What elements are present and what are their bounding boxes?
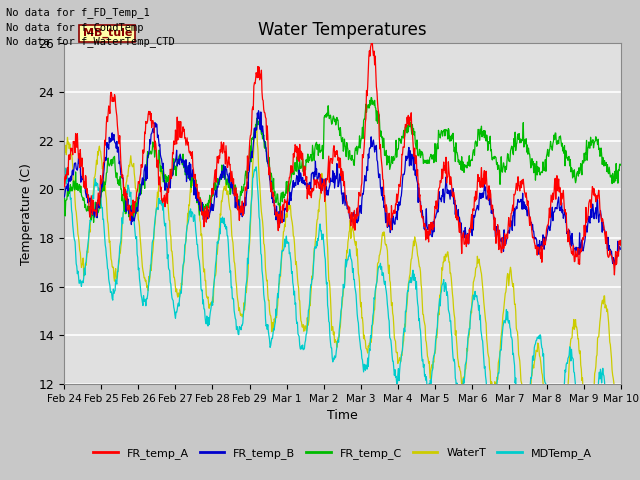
Legend: FR_temp_A, FR_temp_B, FR_temp_C, WaterT, MDTemp_A: FR_temp_A, FR_temp_B, FR_temp_C, WaterT,… [89, 444, 596, 464]
X-axis label: Time: Time [327, 409, 358, 422]
Text: No data for f_CondTemp: No data for f_CondTemp [6, 22, 144, 33]
Text: No data for f_WaterTemp_CTD: No data for f_WaterTemp_CTD [6, 36, 175, 47]
Text: No data for f_FD_Temp_1: No data for f_FD_Temp_1 [6, 7, 150, 18]
Text: MB_tule: MB_tule [83, 28, 132, 38]
Title: Water Temperatures: Water Temperatures [258, 21, 427, 39]
Y-axis label: Temperature (C): Temperature (C) [20, 163, 33, 264]
